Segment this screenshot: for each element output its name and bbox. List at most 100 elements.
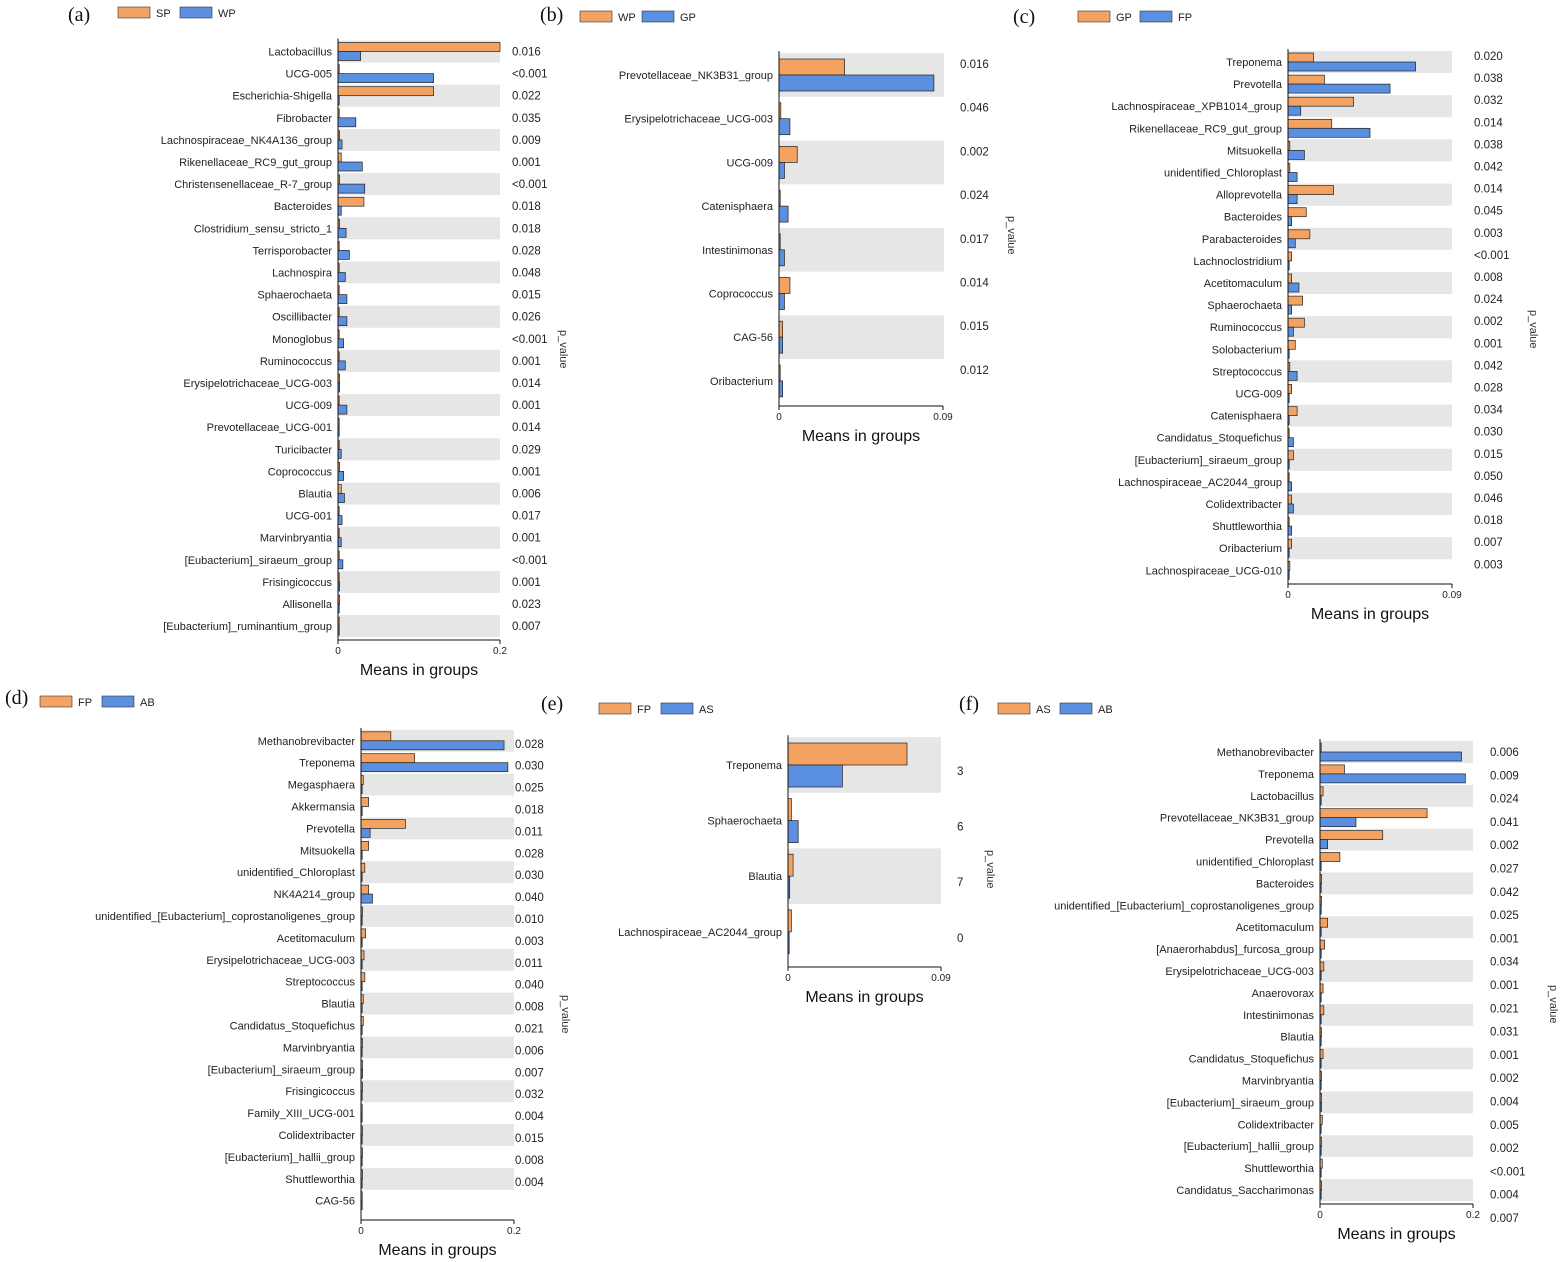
p-value: 0.030 bbox=[1474, 427, 1503, 439]
bar-fp bbox=[1287, 83, 1391, 94]
bar-gp bbox=[1287, 185, 1334, 195]
category-label: Allisonella bbox=[282, 599, 332, 611]
p-value: 0.042 bbox=[1490, 887, 1519, 899]
bar-fp bbox=[360, 862, 366, 873]
category-label: Marvinbryantia bbox=[260, 533, 333, 545]
bar-wp bbox=[337, 471, 345, 481]
p-value-axis-label: p_value bbox=[559, 995, 571, 1034]
category-label: Acetitomaculum bbox=[277, 933, 355, 945]
p-value: 0.022 bbox=[512, 91, 541, 103]
category-label: Lactobacillus bbox=[1250, 791, 1314, 803]
p-value-axis-label: p_value bbox=[557, 330, 569, 369]
p-value: 0.009 bbox=[1490, 770, 1519, 782]
x-tick-label: 0 bbox=[785, 973, 791, 984]
p-value: 0.006 bbox=[515, 1045, 544, 1057]
bar-gp bbox=[1287, 494, 1292, 505]
category-label: Marvinbryantia bbox=[1242, 1076, 1315, 1088]
bar-wp bbox=[337, 117, 357, 128]
category-label: Lachnospiraceae_XPB1014_group bbox=[1111, 101, 1282, 113]
category-label: unidentified_Chloroplast bbox=[237, 867, 355, 879]
p-value: 0.014 bbox=[1474, 184, 1503, 196]
bar-gp bbox=[778, 74, 935, 92]
row-band bbox=[779, 315, 944, 360]
row-band bbox=[1288, 271, 1452, 295]
bar-ab bbox=[1319, 817, 1357, 828]
category-label: Erysipelotrichaceae_UCG-003 bbox=[183, 378, 332, 390]
bar-fp bbox=[787, 742, 908, 766]
row-band bbox=[361, 861, 514, 884]
p-value: 3 bbox=[957, 766, 963, 778]
category-label: Shuttleworthia bbox=[1244, 1163, 1315, 1175]
p-value: 0.011 bbox=[515, 958, 543, 970]
row-band bbox=[338, 305, 500, 328]
p-value: 0.004 bbox=[1490, 1190, 1519, 1202]
p-value: 0.007 bbox=[515, 1067, 544, 1079]
row-band bbox=[1288, 492, 1452, 516]
category-label: CAG-56 bbox=[733, 332, 773, 344]
category-label: Family_XIII_UCG-001 bbox=[247, 1108, 355, 1120]
category-label: Colidextribacter bbox=[1238, 1119, 1315, 1131]
p-value: 0.040 bbox=[515, 892, 544, 904]
category-label: Rikenellaceae_RC9_gut_group bbox=[1129, 123, 1282, 135]
p-value: 0.016 bbox=[960, 59, 989, 71]
category-label: Candidatus_Stoquefichus bbox=[1157, 433, 1283, 445]
category-label: Candidatus_Stoquefichus bbox=[1189, 1054, 1315, 1066]
row-band bbox=[1320, 1003, 1473, 1026]
bar-ab bbox=[1319, 773, 1466, 784]
legend-label-ab: AB bbox=[140, 697, 155, 709]
bar-fp bbox=[360, 819, 406, 829]
bar-gp bbox=[1287, 74, 1325, 85]
legend-swatch-fp bbox=[39, 695, 73, 708]
bar-sp bbox=[337, 86, 434, 97]
category-label: Candidatus_Stoquefichus bbox=[230, 1021, 356, 1033]
row-band bbox=[361, 948, 514, 971]
legend-label-as: AS bbox=[1036, 704, 1051, 716]
category-label: Prevotellaceae_NK3B31_group bbox=[1160, 813, 1314, 825]
x-tick-label: 0.09 bbox=[933, 412, 953, 423]
p-value: 0.038 bbox=[1474, 139, 1503, 151]
row-band bbox=[1288, 139, 1452, 162]
bar-fp bbox=[1287, 105, 1302, 116]
category-label: unidentified_Chloroplast bbox=[1196, 857, 1314, 869]
p-value: 0.017 bbox=[960, 234, 989, 246]
legend-swatch-as bbox=[660, 702, 694, 715]
row-band bbox=[1320, 1179, 1473, 1201]
category-label: Lachnospiraceae_AC2044_group bbox=[1118, 477, 1282, 489]
x-tick-label: 0.09 bbox=[931, 973, 951, 984]
p-value: 0.048 bbox=[512, 268, 541, 280]
panel-letter: (b) bbox=[540, 4, 563, 26]
category-label: Sphaerochaeta bbox=[257, 290, 332, 302]
bar-gp bbox=[1287, 295, 1303, 306]
p-value: 0.004 bbox=[1490, 1097, 1519, 1109]
p-value: 0.001 bbox=[1474, 338, 1503, 350]
category-label: Acetitomaculum bbox=[1236, 922, 1314, 934]
legend-swatch-ab bbox=[1059, 702, 1093, 715]
p-value: 0.020 bbox=[1474, 51, 1503, 63]
p-value: 0.028 bbox=[515, 739, 544, 751]
bar-ab bbox=[360, 740, 505, 751]
category-label: Mitsuokella bbox=[300, 845, 356, 857]
bar-fp bbox=[360, 840, 370, 851]
bar-gp bbox=[1287, 207, 1307, 218]
bar-gp bbox=[778, 162, 785, 179]
category-label: Oribacterium bbox=[710, 376, 773, 388]
p-value: <0.001 bbox=[1490, 1166, 1526, 1178]
bar-fp bbox=[360, 928, 366, 939]
category-label: Lachnoclostridium bbox=[1193, 256, 1282, 268]
category-label: Terrisporobacter bbox=[253, 245, 333, 257]
category-label: Frisingicoccus bbox=[262, 577, 332, 589]
bar-gp bbox=[1287, 538, 1292, 549]
row-band bbox=[361, 1036, 514, 1059]
row-band bbox=[779, 227, 944, 272]
p-value: 0.030 bbox=[515, 761, 544, 773]
x-axis-title: Means in groups bbox=[360, 662, 478, 679]
category-label: NK4A214_group bbox=[274, 889, 355, 901]
legend-label-gp: GP bbox=[680, 12, 696, 24]
category-label: Blautia bbox=[748, 871, 783, 883]
legend-swatch-fp bbox=[1139, 10, 1173, 23]
bar-wp bbox=[337, 161, 363, 172]
row-band bbox=[1320, 1135, 1473, 1158]
row-band bbox=[338, 173, 500, 196]
bar-fp bbox=[1287, 437, 1294, 448]
row-band bbox=[338, 349, 500, 372]
